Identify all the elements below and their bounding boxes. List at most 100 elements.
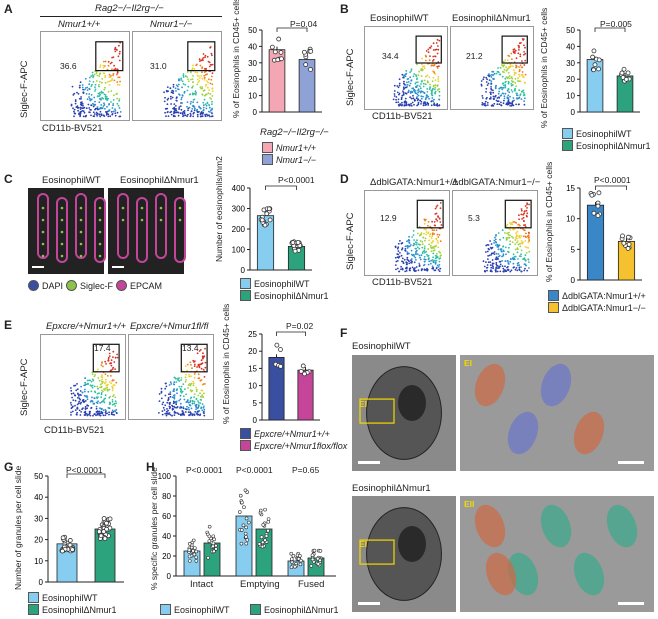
data-point [237,510,242,514]
flow-dot [485,87,488,90]
flow-dot [70,387,72,389]
flow-dot [513,74,516,76]
em-granule [573,411,605,455]
flow-dot [80,401,82,404]
flow-dot [170,113,173,116]
flow-dot [86,86,89,89]
flow-dot [180,414,182,417]
flow-dot [517,223,520,226]
flow-dot [188,373,190,376]
flow-dot [426,88,429,90]
flow-dot [416,81,419,83]
flow-dot [424,251,426,254]
flow-dot [201,113,204,115]
flow-dot [104,397,107,400]
flow-dot [518,264,521,266]
flow-dot [165,385,168,388]
flow-dot [113,361,116,363]
flow-dot [436,220,439,222]
flow-dot [412,230,415,232]
siglec-dot [79,254,83,258]
flow-dot [434,84,437,86]
siglec-dot [60,218,64,222]
flow-dot [81,408,83,411]
flow-dot [434,261,437,264]
flow-dot [88,412,91,414]
flow-dot [406,258,409,261]
flow-dot [205,104,208,107]
flow-dot [101,107,104,109]
flow-dot [181,113,184,115]
flow-dot [495,244,497,247]
flow-plot-e2 [128,334,214,420]
flow-dot [196,83,199,86]
flow-dot [398,78,401,81]
flow-dot [190,78,192,81]
flow-dot [92,81,95,83]
data-point [625,234,631,240]
flow-dot [507,251,510,254]
flow-dot [432,266,434,269]
y-tick-label: 30 [566,59,575,68]
flow-dot [406,256,409,259]
flow-dot [416,93,419,96]
flow-dot [395,96,398,98]
flow-dot [95,113,98,116]
y-tick-label: 40 [34,493,43,502]
flow-dot [168,402,171,404]
flow-dot [196,110,199,113]
flow-dot [414,267,416,269]
flow-dot [104,94,107,96]
flow-dot [504,269,507,272]
stain-legend: DAPI Siglec-F EPCAM [28,280,162,291]
flow-dot [437,48,440,51]
flow-dot [192,384,195,387]
flow-dot [508,222,511,224]
flow-dot [111,68,113,71]
flow-dot [509,77,511,80]
flow-dot [198,365,201,367]
flow-dot [79,114,82,117]
y-tick-label: 40 [162,532,171,541]
flow-dot [498,97,501,99]
siglec-dot [41,254,45,258]
flow-dot [164,387,167,390]
em-scale-bar [618,461,644,464]
flow-dot [506,232,508,235]
flow-dot [434,73,437,75]
flow-dot [199,107,202,109]
flow-dot [95,111,98,114]
flow-dot [193,373,196,375]
flow-dot [85,93,88,95]
flow-dot [102,64,105,67]
flow-dot [197,373,200,376]
flow-dot [198,366,201,369]
flow-dot [501,64,503,66]
flow-dot [209,93,212,95]
flow-dot [119,80,121,83]
flow-dot [166,408,168,410]
flow-dot [118,107,121,109]
flow-dot [437,45,439,47]
flow-dot [424,269,427,271]
flow-dot [211,90,214,93]
flow-dot [108,388,111,391]
flow-dot [170,383,173,385]
flow-dot [194,411,197,413]
flow-dot [425,228,427,231]
flow-dot [494,258,497,260]
scale-bar [112,266,124,268]
flow-dot [211,63,214,66]
siglec-dot [79,206,83,210]
panel-c-g2: EosinophilΔNmur1 [120,175,199,186]
bar [297,369,314,421]
flow-dot [437,76,440,78]
flow-dot [185,379,187,381]
flow-dot [108,381,111,383]
flow-dot [522,39,525,41]
flow-dot [431,60,434,62]
flow-dot [73,394,76,396]
flow-dot [173,110,176,113]
flow-dot [203,74,206,77]
flow-dot [434,55,437,58]
